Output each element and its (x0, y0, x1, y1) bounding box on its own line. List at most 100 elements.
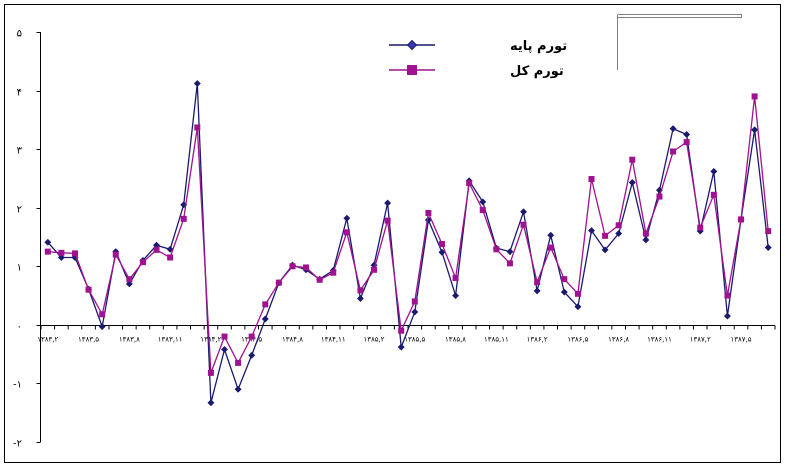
data-point (343, 229, 350, 236)
series-group (44, 79, 772, 407)
data-point (180, 215, 187, 222)
data-point (452, 292, 460, 300)
data-point (411, 308, 419, 316)
data-point (153, 246, 160, 253)
x-tick-label: ۱۳۸۶,۲ (527, 336, 548, 344)
data-point (44, 248, 51, 255)
data-point (207, 399, 215, 407)
data-point (615, 222, 622, 229)
data-point (519, 208, 528, 216)
data-point (615, 229, 623, 238)
data-point (44, 238, 52, 246)
x-tick-label: ۱۳۸۶,۸ (608, 336, 629, 344)
data-point (261, 315, 269, 323)
data-point (656, 193, 663, 200)
data-point (547, 231, 555, 239)
data-point (642, 236, 650, 244)
data-point (234, 385, 242, 393)
data-point (58, 249, 65, 256)
x-tick-label: ۱۳۸۳,۵ (78, 336, 99, 344)
data-point (642, 230, 649, 237)
data-point (520, 221, 527, 228)
legend-label: تورم کل (510, 64, 564, 79)
data-point (194, 124, 201, 131)
data-point (574, 303, 582, 311)
data-point (98, 323, 106, 331)
data-point (220, 345, 229, 354)
x-tick-label: ۱۳۸۶,۱۱ (647, 336, 672, 344)
data-point (588, 176, 595, 183)
data-point (697, 224, 704, 231)
y-tick-label: ۳ (17, 146, 23, 157)
data-point (126, 276, 133, 283)
data-point (629, 156, 636, 163)
data-point (262, 301, 269, 308)
data-point (343, 214, 351, 222)
data-point (764, 243, 772, 252)
legend-item-2: تورم کل (389, 64, 564, 79)
x-tick-label: ۱۳۸۷,۵ (731, 336, 752, 344)
data-point (398, 327, 405, 334)
data-point (723, 312, 731, 320)
data-point (479, 207, 486, 214)
data-point (751, 93, 758, 100)
data-point (724, 292, 731, 299)
x-tick-label: ۱۳۸۷,۲ (690, 336, 711, 344)
data-point (411, 298, 418, 305)
data-point (561, 276, 568, 283)
data-point (166, 245, 174, 253)
x-tick-label: ۱۳۸۵,۲ (364, 336, 385, 344)
data-point (534, 279, 541, 286)
data-point (316, 276, 323, 283)
data-point (710, 191, 717, 198)
y-tick-label: -۲ (13, 439, 22, 450)
data-point (85, 286, 92, 293)
data-point (710, 167, 718, 175)
x-tick-label: ۱۳۸۳,۱۱ (158, 336, 183, 344)
x-tick-label: ۱۳۸۳,۸ (119, 336, 140, 344)
y-tick-label: ۱ (17, 263, 22, 274)
data-point (751, 126, 759, 134)
data-point (587, 227, 596, 235)
data-point (466, 180, 473, 187)
data-point (438, 248, 446, 256)
data-point (479, 198, 487, 206)
x-tick-label: ۱۳۸۴,۲ (200, 336, 221, 344)
data-point (357, 287, 364, 294)
data-point (602, 232, 609, 239)
legend: تورم پایه تورم کل (389, 39, 567, 79)
data-point (330, 269, 337, 276)
data-point (683, 139, 690, 146)
data-point (506, 260, 513, 267)
decorative-bracket (617, 14, 742, 70)
x-tick-label: ۱۳۸۳,۲ (37, 336, 58, 344)
data-point (207, 369, 214, 376)
data-point (99, 311, 106, 318)
data-point (560, 288, 568, 296)
y-tick-label: ۴ (17, 88, 22, 99)
x-tick-label: ۱۳۸۴,۸ (282, 336, 303, 344)
data-point (356, 294, 364, 303)
data-point (670, 148, 677, 155)
data-point (425, 209, 432, 216)
data-point (303, 264, 310, 271)
data-point (112, 251, 119, 258)
data-point (452, 275, 459, 281)
data-point (248, 351, 256, 359)
legend-item-1: تورم پایه (389, 39, 567, 54)
data-point (139, 259, 146, 266)
data-point (71, 250, 78, 257)
data-point (193, 79, 201, 88)
data-point (167, 254, 174, 261)
x-tick-label: ۱۳۸۵,۸ (445, 336, 466, 344)
legend-marker (406, 39, 418, 51)
data-point (235, 359, 242, 366)
y-tick-label: -۱ (13, 380, 22, 391)
data-point (574, 290, 581, 297)
data-point (371, 266, 378, 273)
data-point (669, 125, 677, 133)
legend-label: تورم پایه (510, 39, 567, 54)
data-point (493, 246, 500, 253)
